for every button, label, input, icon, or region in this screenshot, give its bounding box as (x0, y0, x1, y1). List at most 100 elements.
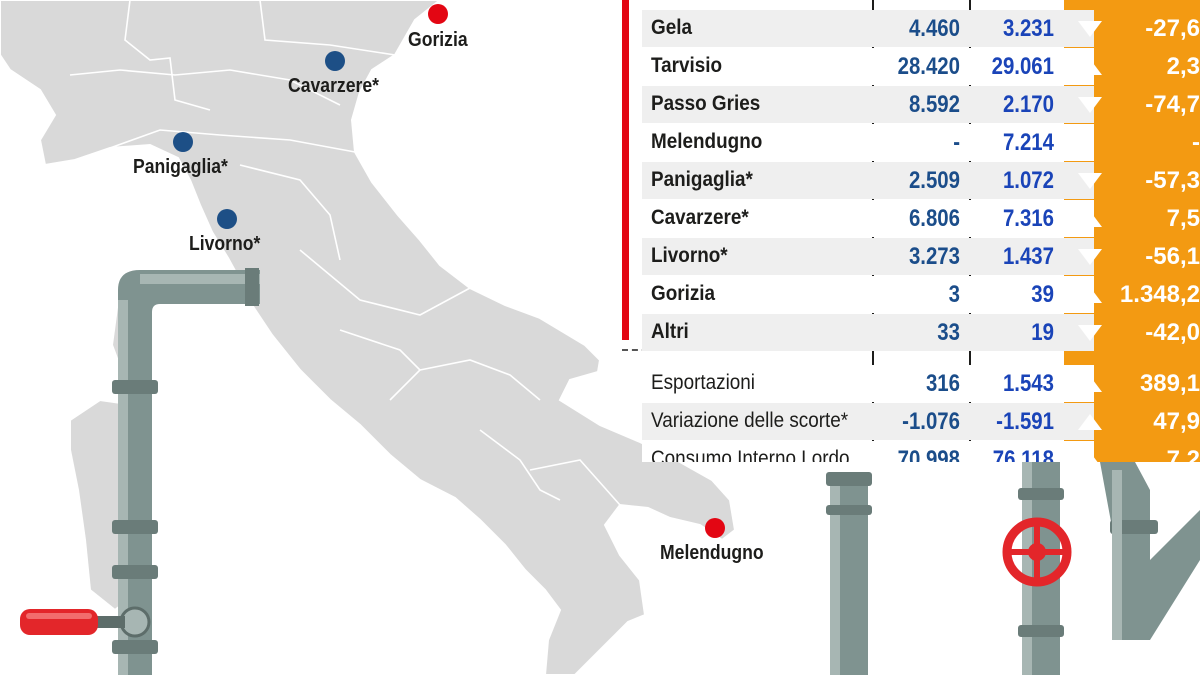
pipe-left-illustration (20, 268, 260, 675)
row-value-current: 1.543 (1002, 370, 1054, 397)
row-background (642, 124, 1094, 161)
triangle-down-icon (1078, 325, 1102, 341)
row-value-previous: 70.998 (897, 446, 960, 462)
row-value-current: -1.591 (996, 408, 1054, 435)
row-name: Panigaglia* (651, 168, 753, 191)
row-background (642, 365, 1094, 402)
imports-red-bar (622, 0, 629, 340)
table-row: Gorizia 3 39 1.348,2 (622, 276, 1200, 313)
italy-mainland (0, 0, 737, 675)
row-background (642, 276, 1094, 313)
row-name: Consumo Interno Lordo (651, 447, 850, 462)
table-row: Consumo Interno Lordo 70.998 76.118 7,2 (622, 441, 1200, 462)
row-name: Altri (651, 320, 689, 343)
triangle-down-icon (1078, 173, 1102, 189)
row-background (642, 238, 1094, 275)
triangle-up-icon (1078, 287, 1102, 303)
row-background (642, 162, 1094, 199)
row-value-previous: 33 (937, 319, 960, 346)
row-percent-change: 2,3 (1166, 53, 1200, 80)
row-value-previous: - (953, 129, 960, 156)
row-value-current: 39 (1031, 281, 1054, 308)
row-background (642, 314, 1094, 351)
city-label-livorno: Livorno* (189, 233, 261, 255)
row-value-previous: 2.509 (908, 167, 960, 194)
table-row: Variazione delle scorte* -1.076 -1.591 47,9 (622, 403, 1200, 440)
city-label-gorizia: Gorizia (408, 29, 468, 51)
row-value-current: 3.231 (1002, 15, 1054, 42)
row-value-previous: 316 (925, 370, 960, 397)
row-percent-change: - (1192, 129, 1200, 156)
city-label-cavarzere: Cavarzere* (288, 75, 380, 97)
triangle-up-icon (1078, 414, 1102, 430)
row-name: Cavarzere* (651, 206, 749, 229)
row-value-previous: 8.592 (908, 91, 960, 118)
row-value-current: 2.170 (1002, 91, 1054, 118)
table-row: Gela 4.460 3.231 -27,6 (622, 10, 1200, 47)
row-name: Tarvisio (651, 54, 723, 77)
row-name: Gela (651, 16, 692, 39)
row-percent-change: 7,2 (1166, 446, 1200, 462)
row-background (642, 10, 1094, 47)
row-value-previous: 4.460 (908, 15, 960, 42)
table-row: Tarvisio 28.420 29.061 2,3 (622, 48, 1200, 85)
row-percent-change: -74,7 (1145, 91, 1200, 118)
row-value-current: 1.437 (1002, 243, 1054, 270)
region-borders (69, 0, 621, 506)
row-value-previous: 3.273 (908, 243, 960, 270)
triangle-down-icon (1078, 249, 1102, 265)
row-background (642, 86, 1094, 123)
row-percent-change: -57,3 (1145, 167, 1200, 194)
row-percent-change: 47,9 (1153, 408, 1200, 435)
row-name: Gorizia (651, 282, 716, 305)
row-background (642, 200, 1094, 237)
row-background (642, 403, 1094, 440)
row-percent-change: 1.348,2 (1119, 281, 1200, 308)
row-value-previous: 3 (948, 281, 960, 308)
row-value-current: 19 (1031, 319, 1054, 346)
gas-import-table: Gela 4.460 3.231 -27,6 Tarvisio 28.420 29.061 2… (622, 0, 1200, 462)
table-row: Melendugno - 7.214 - (622, 124, 1200, 161)
table-row: Livorno* 3.273 1.437 -56,1 (622, 238, 1200, 275)
city-label-panigaglia: Panigaglia* (133, 156, 228, 178)
city-dot-livorno (217, 209, 237, 229)
row-percent-change: -56,1 (1145, 243, 1200, 270)
triangle-up-icon (1078, 376, 1102, 392)
row-value-previous: -1.076 (902, 408, 960, 435)
row-percent-change: -27,6 (1145, 15, 1200, 42)
table-row: Altri 33 19 -42,0 (622, 314, 1200, 351)
row-value-previous: 6.806 (908, 205, 960, 232)
table-row: Cavarzere* 6.806 7.316 7,5 (622, 200, 1200, 237)
row-percent-change: 389,1 (1139, 370, 1200, 397)
city-dot-panigaglia (173, 132, 193, 152)
city-label-melendugno: Melendugno (660, 542, 764, 564)
row-value-current: 7.316 (1002, 205, 1054, 232)
row-name: Variazione delle scorte* (651, 409, 849, 432)
row-background (642, 441, 1094, 462)
city-dot-gorizia (428, 4, 448, 24)
triangle-down-icon (1078, 97, 1102, 113)
row-name: Esportazioni (651, 371, 756, 394)
table-row: Passo Gries 8.592 2.170 -74,7 (622, 86, 1200, 123)
row-name: Passo Gries (651, 92, 761, 115)
triangle-down-icon (1078, 21, 1102, 37)
triangle-up-icon (1078, 59, 1102, 75)
row-value-previous: 28.420 (897, 53, 960, 80)
row-name: Melendugno (651, 130, 763, 153)
row-percent-change: 7,5 (1166, 205, 1200, 232)
city-dot-melendugno (705, 518, 725, 538)
table-row: Esportazioni 316 1.543 389,1 (622, 365, 1200, 402)
row-value-current: 1.072 (1002, 167, 1054, 194)
table-row: Panigaglia* 2.509 1.072 -57,3 (622, 162, 1200, 199)
row-background (642, 48, 1094, 85)
row-percent-change: -42,0 (1145, 319, 1200, 346)
row-name: Livorno* (651, 244, 728, 267)
triangle-up-icon (1082, 452, 1098, 462)
row-value-current: 76.118 (992, 446, 1054, 462)
row-value-current: 29.061 (991, 53, 1054, 80)
row-value-current: 7.214 (1002, 129, 1054, 156)
city-dot-cavarzere (325, 51, 345, 71)
